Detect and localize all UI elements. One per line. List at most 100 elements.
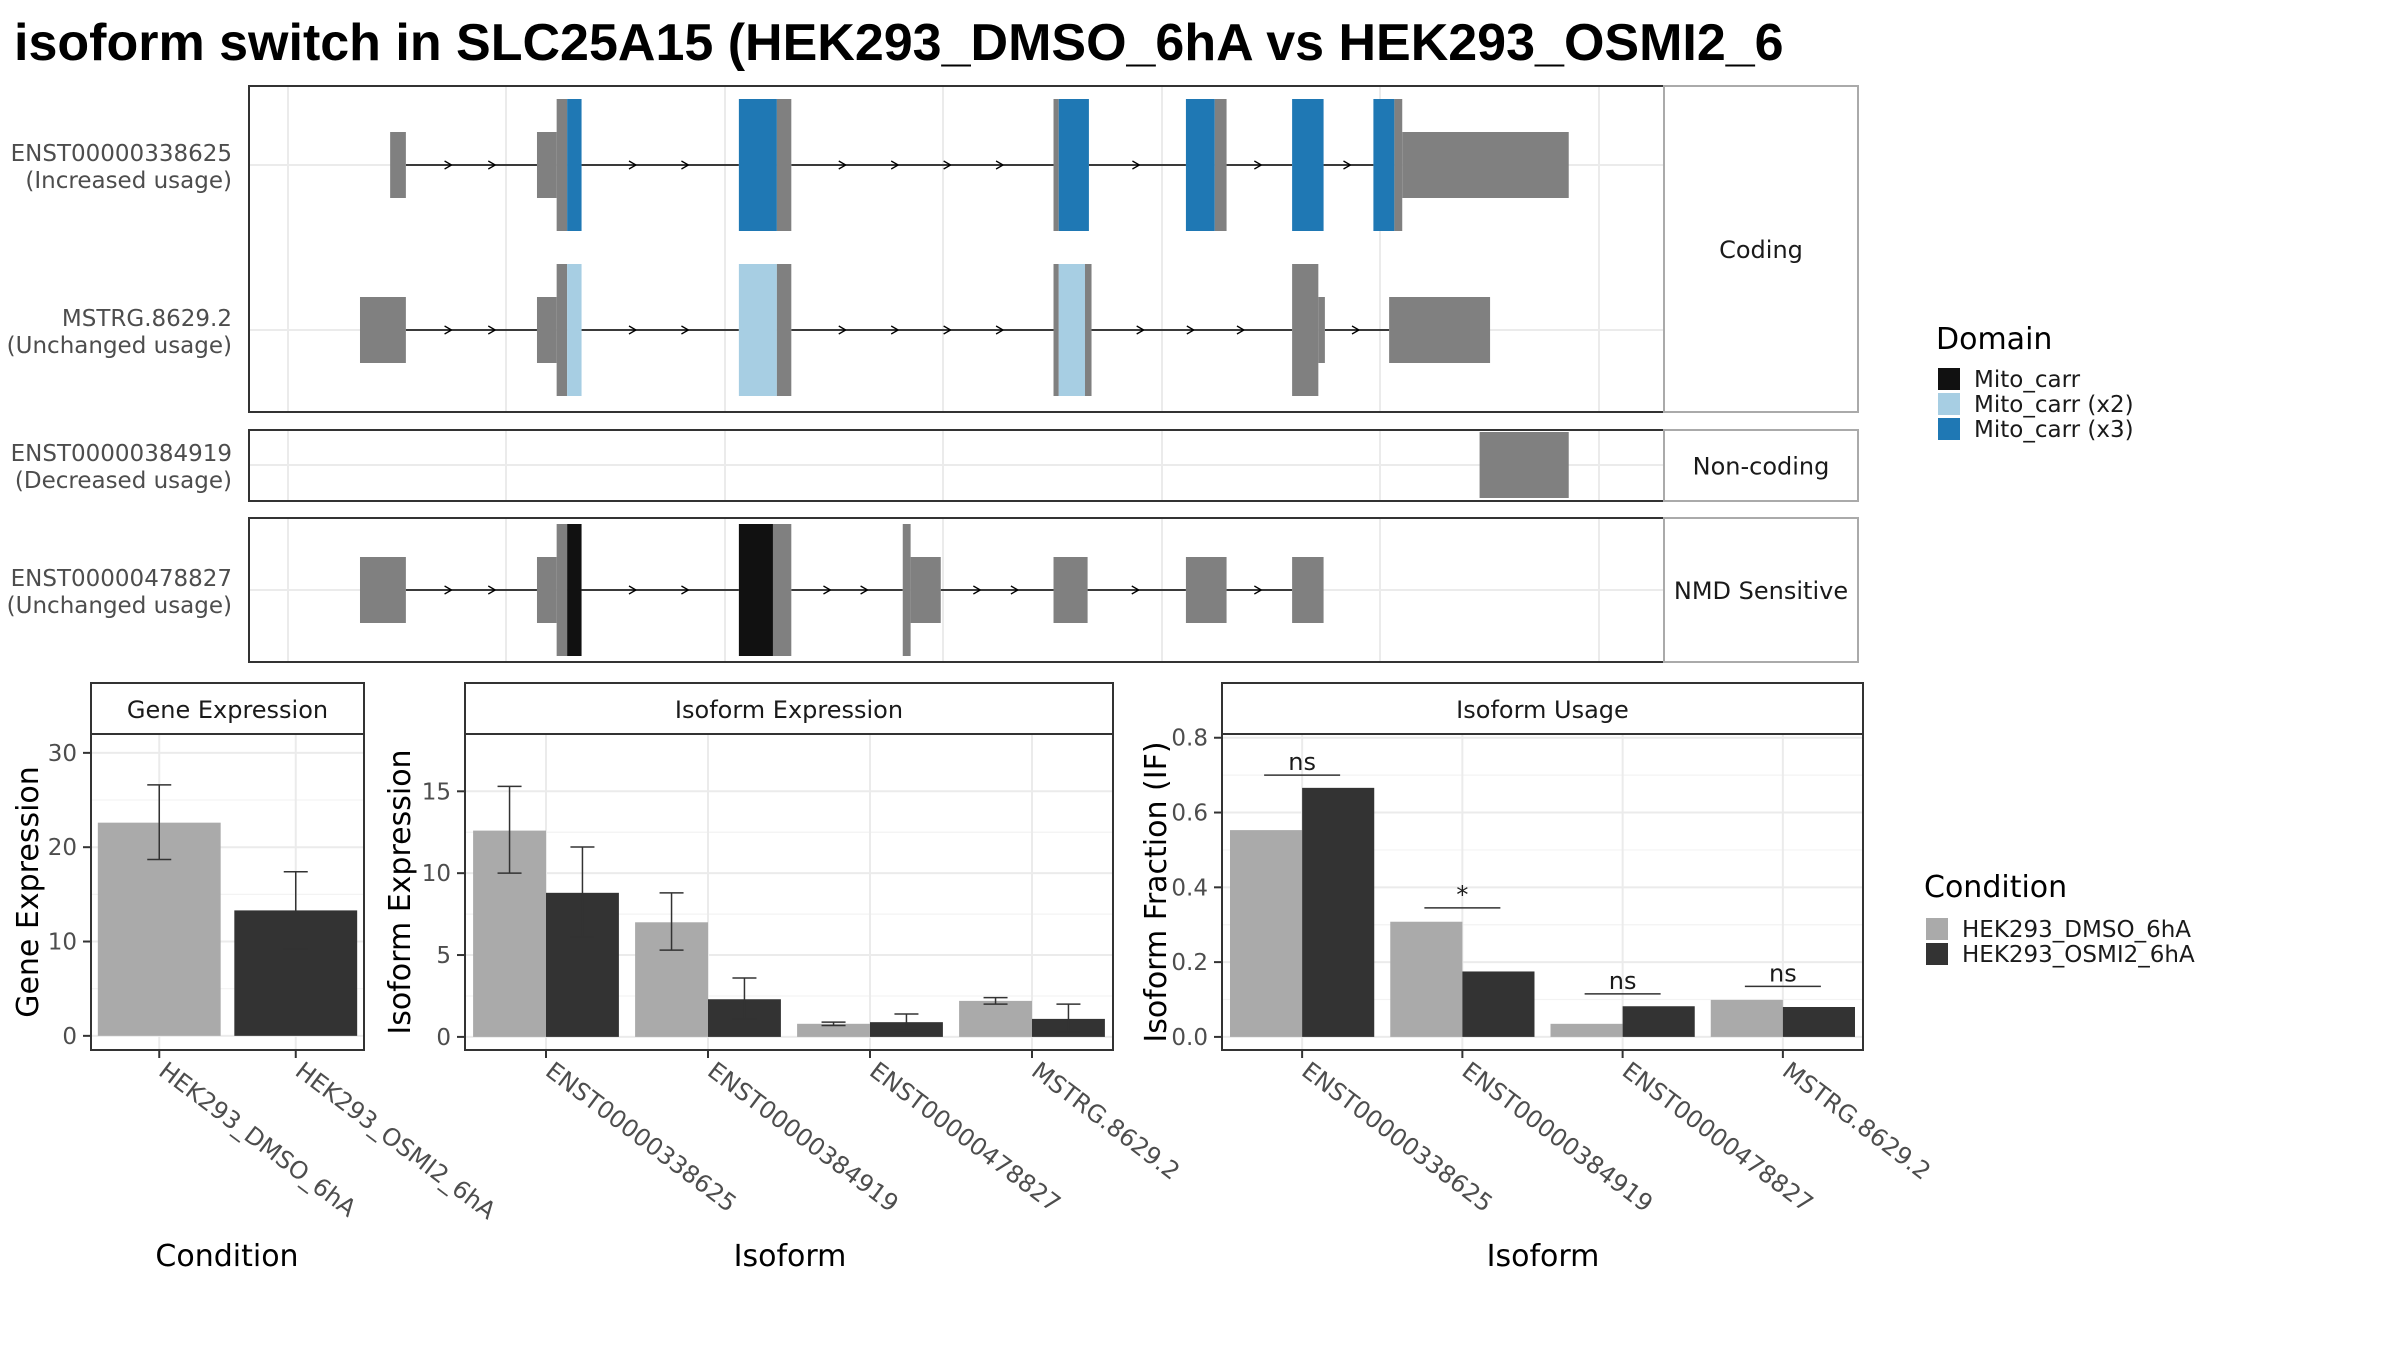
legend-key-condition (1926, 918, 1948, 940)
y-tick-label: 0.6 (1171, 801, 1208, 827)
exon (390, 132, 406, 198)
exon (1292, 557, 1324, 623)
exon (1053, 557, 1088, 623)
bar (1710, 999, 1783, 1037)
intron-arrow (444, 160, 453, 170)
facet-label: Non-coding (1693, 453, 1830, 481)
intron-arrow (943, 325, 952, 335)
bar-panel-strip (1221, 682, 1864, 735)
intron-arrow (487, 325, 497, 335)
bar-panel-strip (464, 682, 1114, 735)
domain-exon (1292, 99, 1324, 231)
exon (536, 132, 557, 198)
isoform-label: ENST00000478827 (11, 566, 232, 592)
intron-arrow (1136, 325, 1145, 335)
legend-label-domain: Mito_carr (1974, 367, 2081, 393)
intron-arrow (681, 585, 690, 595)
facet-strip (1663, 517, 1859, 663)
x-axis-title: Isoform (734, 1239, 847, 1274)
exon (1053, 264, 1059, 396)
exon (1479, 432, 1569, 498)
legend-title-domain: Domain (1936, 322, 2052, 357)
y-axis-title: Isoform Expression (383, 749, 418, 1034)
significance-label: ns (1609, 967, 1637, 995)
exon (556, 264, 568, 396)
legend-key-domain (1938, 368, 1960, 390)
domain-exon (738, 264, 777, 396)
bar (1622, 1006, 1695, 1037)
intron-arrow (628, 160, 638, 170)
bar (1462, 971, 1535, 1037)
exon (1053, 99, 1059, 231)
y-axis-title: Gene Expression (11, 766, 46, 1018)
exon (1084, 264, 1092, 396)
legend-label-condition: HEK293_DMSO_6hA (1962, 917, 2191, 943)
intron-arrow (1351, 325, 1361, 335)
intron-arrow (1254, 585, 1263, 595)
significance-label: ns (1769, 959, 1797, 987)
domain-exon (1185, 99, 1215, 231)
intron-arrow (838, 325, 848, 335)
legend-label-domain: Mito_carr (x2) (1974, 392, 2134, 418)
bar-panel-title: Gene Expression (127, 696, 328, 724)
intron-arrow (890, 325, 900, 335)
isoform-usage-label: (Unchanged usage) (7, 593, 232, 619)
y-tick-label: 10 (422, 861, 451, 887)
y-tick-label: 10 (48, 930, 77, 956)
intron-arrow (838, 160, 848, 170)
y-tick-label: 0.4 (1171, 875, 1208, 901)
facet-label: Coding (1719, 236, 1803, 264)
bar (797, 1023, 870, 1037)
significance-label: ns (1288, 748, 1316, 776)
y-tick-label: 0 (436, 1025, 451, 1051)
exon (772, 524, 792, 656)
bar (1550, 1023, 1623, 1037)
intron-arrow (995, 325, 1005, 335)
bar (1230, 830, 1303, 1037)
exon (776, 264, 792, 396)
exon (536, 297, 557, 363)
intron-arrow (444, 585, 453, 595)
exon (1389, 297, 1491, 363)
bar (959, 1000, 1032, 1037)
intron-arrow (973, 585, 982, 595)
intron-arrow (628, 585, 638, 595)
intron-arrow (487, 160, 497, 170)
facet-strip (1663, 429, 1859, 502)
intron-arrow (628, 325, 638, 335)
exon (1292, 264, 1319, 396)
isoform-usage-label: (Unchanged usage) (7, 333, 232, 359)
exon (776, 99, 792, 231)
intron-arrow (1131, 585, 1141, 595)
y-axis-title: Isoform Fraction (IF) (1139, 741, 1174, 1042)
intron-arrow (1186, 325, 1196, 335)
domain-exon (567, 264, 582, 396)
legend-key-condition (1926, 943, 1948, 965)
significance-label: * (1456, 881, 1468, 909)
exon (359, 557, 406, 623)
intron-arrow (487, 585, 497, 595)
y-tick-label: 0.2 (1171, 950, 1208, 976)
intron-arrow (890, 160, 900, 170)
domain-exon (567, 99, 582, 231)
domain-exon (738, 524, 773, 656)
legend-label-domain: Mito_carr (x3) (1974, 417, 2134, 443)
y-tick-label: 15 (422, 779, 451, 805)
y-tick-label: 0.0 (1171, 1025, 1208, 1051)
exon (910, 557, 941, 623)
isoform-label: ENST00000338625 (11, 141, 232, 167)
intron-arrow (943, 160, 952, 170)
intron-arrow (681, 325, 690, 335)
isoform-label: MSTRG.8629.2 (62, 306, 232, 332)
domain-exon (1058, 264, 1085, 396)
exon (556, 524, 568, 656)
x-axis-title: Condition (155, 1239, 298, 1274)
bar (1782, 1006, 1855, 1037)
facet-label: NMD Sensitive (1674, 577, 1848, 605)
chart-title: isoform switch in SLC25A15 (HEK293_DMSO_… (14, 14, 1784, 72)
intron-arrow (681, 160, 690, 170)
isoform-usage-label: (Increased usage) (25, 168, 232, 194)
isoform-usage-label: (Decreased usage) (15, 468, 232, 494)
facet-strip (1663, 85, 1859, 413)
